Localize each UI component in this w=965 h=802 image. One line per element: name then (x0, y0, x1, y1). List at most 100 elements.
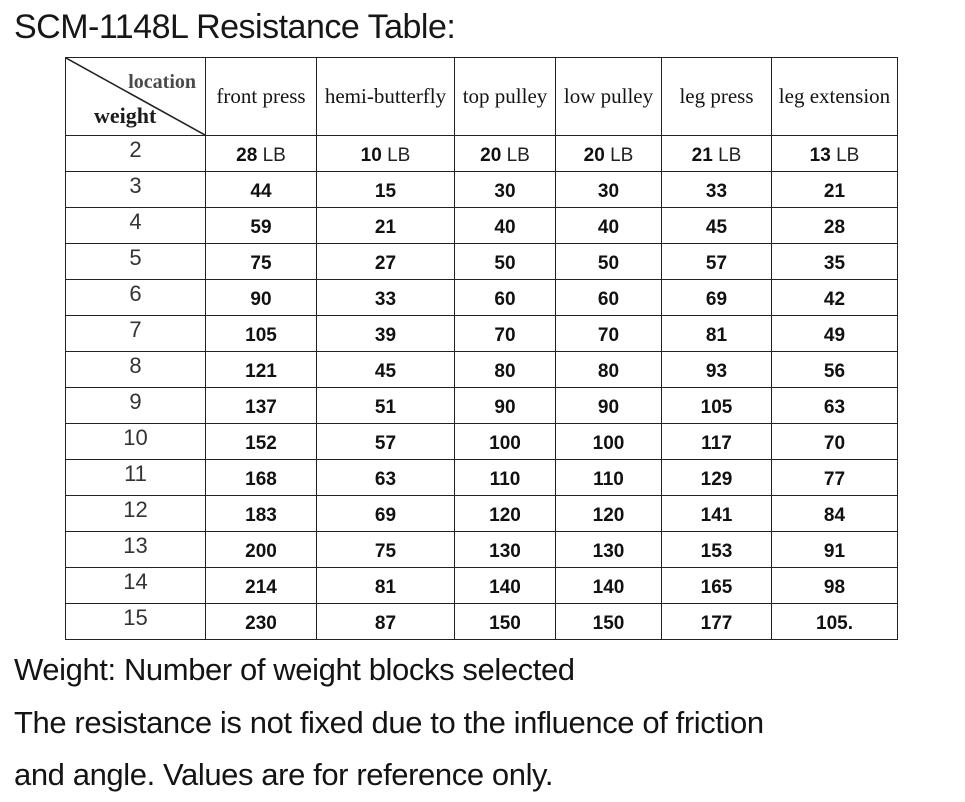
header-row: location weight front press hemi-butterf… (65, 57, 898, 136)
weight-cell: 9 (65, 387, 206, 424)
resistance-value: 33 (374, 289, 397, 310)
weight-cell: 15 (65, 603, 206, 640)
resistance-value: 75 (250, 253, 272, 274)
table-row: 13 200 75 130 130 153 91 (65, 531, 898, 568)
resistance-value-cell: 45 (316, 351, 455, 388)
table-row: 10 152 57 100 100 117 70 (65, 423, 898, 460)
resistance-value-cell: 90 (454, 387, 556, 424)
resistance-value-cell: 30 (555, 171, 662, 208)
resistance-value: 230 (245, 613, 277, 634)
resistance-value: 49 (823, 325, 846, 346)
resistance-value-cell: 59 (205, 207, 317, 244)
column-header-top-pulley: top pulley (454, 57, 556, 136)
unit-label: LB (381, 145, 411, 166)
resistance-value: 100 (489, 433, 521, 454)
resistance-value: 105 (700, 397, 733, 418)
resistance-value-cell: 150 (555, 603, 662, 640)
resistance-value-cell: 42 (771, 279, 898, 316)
table-row: 9 137 51 90 90 105 63 (65, 387, 898, 424)
resistance-value: 81 (705, 325, 728, 346)
resistance-value: 28 (823, 217, 846, 238)
table-row: 5 75 27 50 50 57 35 (65, 243, 898, 280)
resistance-value: 121 (245, 361, 277, 382)
resistance-value: 105. (816, 613, 853, 634)
resistance-value-cell: 141 (661, 495, 772, 532)
resistance-value-cell: 45 (661, 207, 772, 244)
resistance-value-cell: 90 (555, 387, 662, 424)
weight-cell: 3 (65, 171, 206, 208)
resistance-value: 57 (374, 433, 397, 454)
weight-cell: 10 (65, 423, 206, 460)
resistance-value: 45 (374, 361, 397, 382)
resistance-value: 70 (597, 325, 620, 346)
resistance-value-cell: 140 (454, 567, 556, 604)
resistance-value: 21 (823, 181, 846, 202)
resistance-value-cell: 70 (771, 423, 898, 460)
resistance-value: 140 (489, 577, 521, 598)
resistance-value-cell: 21 (771, 171, 898, 208)
resistance-value-cell: 150 (454, 603, 556, 640)
weight-cell: 5 (65, 243, 206, 280)
resistance-value: 90 (250, 289, 272, 310)
resistance-table: location weight front press hemi-butterf… (65, 57, 898, 640)
resistance-value: 35 (823, 253, 846, 274)
resistance-value: 63 (374, 469, 397, 490)
footer-disclaimer-line-2: and angle. Values are for reference only… (14, 757, 554, 792)
resistance-value: 110 (593, 469, 624, 490)
resistance-value: 69 (374, 505, 397, 526)
resistance-value-cell: 69 (316, 495, 455, 532)
resistance-value: 87 (374, 613, 397, 634)
resistance-value-cell: 100 (454, 423, 556, 460)
resistance-value-cell: 44 (205, 171, 317, 208)
resistance-value-cell: 168 (205, 459, 317, 496)
resistance-value-cell: 39 (316, 315, 455, 352)
resistance-value-cell: 120 (454, 495, 556, 532)
table-row: 14 214 81 140 140 165 98 (65, 567, 898, 604)
resistance-value-cell: 87 (316, 603, 455, 640)
resistance-value: 45 (705, 217, 728, 238)
footer-notes: Weight: Number of weight blocks selected… (14, 644, 954, 802)
resistance-value: 15 (374, 181, 397, 202)
resistance-value-cell: 130 (555, 531, 662, 568)
resistance-value: 20 (480, 145, 502, 166)
resistance-value: 69 (705, 289, 728, 310)
resistance-value-cell: 129 (661, 459, 772, 496)
resistance-value: 59 (250, 217, 272, 238)
resistance-value: 150 (592, 613, 625, 634)
resistance-value-cell: 110 (454, 459, 556, 496)
resistance-value: 183 (245, 505, 277, 526)
resistance-value-cell: 100 (555, 423, 662, 460)
table-row: 7 105 39 70 70 81 49 (65, 315, 898, 352)
resistance-value-cell: 121 (205, 351, 317, 388)
resistance-value: 21 (374, 217, 397, 238)
resistance-value: 42 (823, 289, 846, 310)
resistance-value-cell: 33 (661, 171, 772, 208)
resistance-value: 21 (691, 145, 713, 166)
table-row: 11 168 63 110 110 129 77 (65, 459, 898, 496)
resistance-value-cell: 75 (316, 531, 455, 568)
resistance-value-cell: 80 (555, 351, 662, 388)
resistance-value-cell: 183 (205, 495, 317, 532)
table-row: 12 183 69 120 120 141 84 (65, 495, 898, 532)
resistance-value: 28 (236, 145, 258, 166)
resistance-value: 153 (700, 541, 733, 562)
resistance-value-cell: 117 (661, 423, 772, 460)
resistance-value-cell: 40 (454, 207, 556, 244)
unit-label: LB (604, 145, 634, 166)
resistance-value-cell: 69 (661, 279, 772, 316)
resistance-value: 60 (494, 289, 516, 310)
resistance-value: 40 (597, 217, 620, 238)
resistance-value: 30 (494, 181, 516, 202)
resistance-value: 56 (823, 361, 846, 382)
corner-weight-label: weight (94, 103, 157, 128)
weight-cell: 14 (65, 567, 206, 604)
table-row: 8 121 45 80 80 93 56 (65, 351, 898, 388)
resistance-value-cell: 33 (316, 279, 455, 316)
weight-cell: 13 (65, 531, 206, 568)
resistance-value: 100 (592, 433, 625, 454)
resistance-value-cell: 60 (555, 279, 662, 316)
resistance-value-cell: 137 (205, 387, 317, 424)
resistance-value-cell: 130 (454, 531, 556, 568)
resistance-value: 90 (494, 397, 516, 418)
resistance-value-cell: 50 (555, 243, 662, 280)
